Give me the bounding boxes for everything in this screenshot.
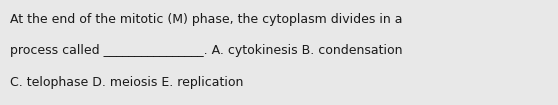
- Text: At the end of the mitotic (M) phase, the cytoplasm divides in a: At the end of the mitotic (M) phase, the…: [10, 13, 402, 26]
- Text: process called ________________. A. cytokinesis B. condensation: process called ________________. A. cyto…: [10, 44, 402, 57]
- Text: C. telophase D. meiosis E. replication: C. telophase D. meiosis E. replication: [10, 76, 243, 89]
